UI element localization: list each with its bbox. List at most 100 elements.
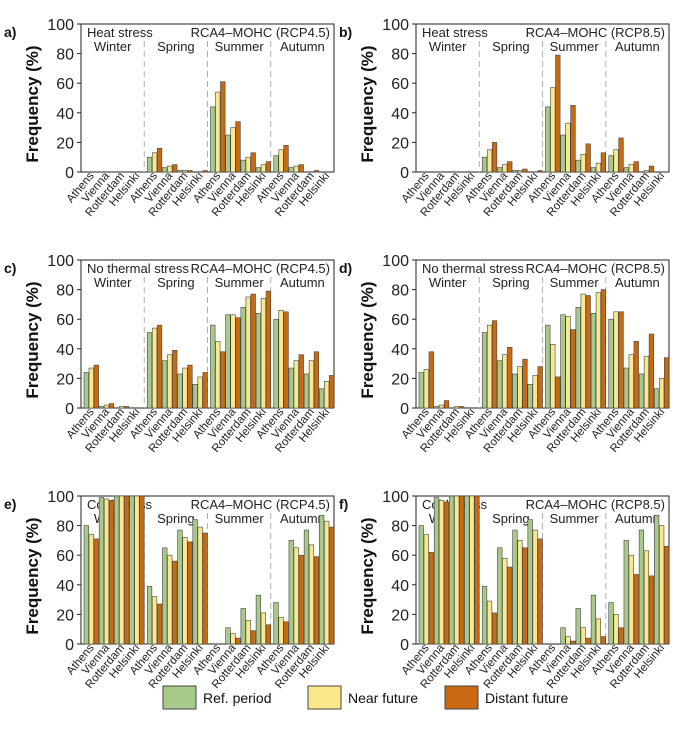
bar-summer-vienna-near <box>230 633 236 645</box>
bar-summer-helsinki-ref <box>590 312 596 409</box>
bar-spring-rotterdam-distant <box>522 358 528 409</box>
bar-summer-rotterdam-near <box>245 296 251 409</box>
panel-label: d) <box>339 260 352 276</box>
season-label: Autumn <box>280 275 325 290</box>
bar-autumn-rotterdam-near <box>643 550 650 645</box>
bar-summer-rotterdam-distant <box>250 152 256 173</box>
bar-summer-athens-ref <box>545 106 551 173</box>
y-tick-label: 80 <box>391 283 409 300</box>
bar-summer-rotterdam-distant <box>585 637 591 645</box>
bar-autumn-helsinki-ref <box>319 388 325 409</box>
y-tick-label: 20 <box>391 607 409 624</box>
bar-winter-athens-ref <box>418 525 424 645</box>
bar-spring-athens-distant <box>156 603 163 645</box>
bar-autumn-helsinki-near <box>659 378 665 409</box>
panel-label: a) <box>4 24 16 40</box>
bar-autumn-athens-ref <box>273 318 279 409</box>
legend-label-near: Near future <box>348 690 418 706</box>
bar-summer-athens-distant <box>220 351 226 409</box>
bar-spring-helsinki-distant <box>537 538 543 645</box>
bar-spring-athens-distant <box>156 324 163 409</box>
bar-winter-vienna-near <box>103 404 110 409</box>
bar-winter-helsinki-distant <box>474 495 480 645</box>
bar-spring-athens-ref <box>481 156 488 173</box>
bar-spring-athens-near <box>151 596 158 645</box>
bar-winter-athens-ref <box>83 372 89 409</box>
stress-title: Heat stress <box>87 25 153 40</box>
bar-winter-helsinki-near <box>469 495 475 645</box>
bar-winter-vienna-ref <box>98 406 105 409</box>
bar-winter-rotterdam-distant <box>124 495 130 645</box>
bar-spring-athens-ref <box>481 585 488 645</box>
bar-autumn-athens-distant <box>618 627 624 645</box>
season-label: Autumn <box>280 39 325 54</box>
bar-autumn-vienna-near <box>293 360 299 409</box>
y-tick-label: 80 <box>391 47 409 64</box>
season-label: Autumn <box>615 275 660 290</box>
bar-spring-helsinki-ref <box>527 519 533 645</box>
season-label: Winter <box>429 39 467 54</box>
bar-winter-athens-near <box>423 369 429 409</box>
bar-summer-helsinki-near <box>595 162 601 173</box>
bar-spring-rotterdam-ref <box>512 529 518 645</box>
bar-summer-rotterdam-near <box>245 620 251 645</box>
bar-summer-helsinki-near <box>260 298 267 409</box>
bar-summer-athens-ref <box>545 324 551 409</box>
bar-winter-rotterdam-distant <box>459 495 465 645</box>
y-tick-label: 80 <box>56 519 74 536</box>
bar-spring-vienna-near <box>167 554 173 645</box>
bar-autumn-athens-near <box>278 617 284 645</box>
model-title: RCA4–MOHC (RCP8.5) <box>526 261 665 276</box>
bar-spring-vienna-near <box>502 557 508 645</box>
y-tick-label: 80 <box>56 47 74 64</box>
y-tick-label: 100 <box>382 17 409 34</box>
bar-spring-helsinki-near <box>197 376 203 409</box>
panel-label: b) <box>339 24 352 40</box>
bar-spring-rotterdam-distant <box>522 168 528 173</box>
bar-summer-vienna-ref <box>225 627 231 645</box>
bar-summer-helsinki-ref <box>255 312 262 409</box>
y-tick-label: 100 <box>47 489 74 506</box>
bar-summer-rotterdam-near <box>245 156 251 173</box>
bar-summer-vienna-near <box>565 636 571 645</box>
bar-spring-athens-ref <box>481 332 488 409</box>
bar-autumn-rotterdam-near <box>643 355 650 409</box>
bar-autumn-vienna-ref <box>623 367 629 409</box>
legend-swatch-distant <box>444 685 479 710</box>
y-tick-label: 60 <box>56 76 74 93</box>
bar-autumn-vienna-distant <box>633 341 639 409</box>
bar-autumn-rotterdam-near <box>308 360 315 409</box>
panel-label: c) <box>4 260 16 276</box>
bar-autumn-athens-distant <box>618 311 624 409</box>
bar-autumn-vienna-distant <box>298 354 304 409</box>
bar-spring-rotterdam-distant <box>187 541 193 645</box>
model-title: RCA4–MOHC (RCP4.5) <box>191 497 330 512</box>
bar-winter-vienna-ref <box>433 406 440 409</box>
bar-summer-vienna-ref <box>560 314 566 409</box>
bar-winter-vienna-distant <box>443 501 450 645</box>
bar-winter-helsinki-near <box>134 495 140 645</box>
bar-summer-vienna-ref <box>560 627 566 645</box>
bar-spring-athens-distant <box>491 320 498 409</box>
bar-summer-athens-distant <box>555 54 561 173</box>
bar-autumn-rotterdam-distant <box>313 351 320 409</box>
bar-autumn-athens-near <box>613 614 619 645</box>
bar-spring-vienna-near <box>167 354 173 409</box>
bar-autumn-vienna-distant <box>633 161 639 173</box>
bar-spring-rotterdam-distant <box>522 547 528 645</box>
bar-spring-vienna-ref <box>497 167 503 173</box>
season-label: Summer <box>550 275 600 290</box>
bar-spring-rotterdam-ref <box>177 373 183 409</box>
bar-winter-athens-near <box>88 534 94 645</box>
bar-summer-helsinki-distant <box>265 624 272 645</box>
bar-winter-rotterdam-distant <box>459 406 465 409</box>
bar-autumn-athens-near <box>613 149 619 173</box>
bar-spring-helsinki-distant <box>202 532 208 645</box>
bar-spring-helsinki-near <box>532 375 538 409</box>
bar-winter-vienna-distant <box>108 500 115 645</box>
y-tick-label: 80 <box>56 283 74 300</box>
bar-spring-vienna-distant <box>172 164 178 173</box>
bar-autumn-vienna-ref <box>288 167 294 173</box>
season-label: Winter <box>429 275 467 290</box>
